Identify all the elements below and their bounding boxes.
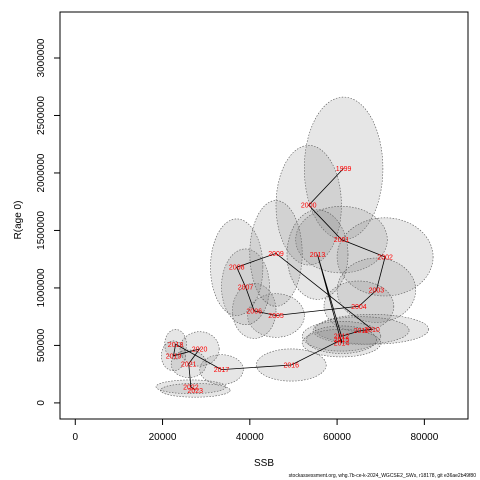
x-tick-label: 0 [72, 432, 78, 443]
point-label-2020: 2020 [192, 346, 208, 353]
point-label-2008: 2008 [229, 265, 245, 272]
y-tick-label: 2500000 [36, 96, 47, 135]
point-label-2022: 2022 [183, 384, 199, 391]
point-label-2013: 2013 [310, 252, 326, 259]
x-tick-label: 80000 [410, 432, 438, 443]
y-tick-label: 2000000 [36, 153, 47, 192]
x-axis: 0 20000 40000 60000 80000 [72, 419, 439, 443]
y-tick-label: 3000000 [36, 38, 47, 77]
point-label-2014: 2014 [334, 341, 350, 348]
point-label-2000: 2000 [301, 203, 317, 210]
point-label-2002: 2002 [377, 254, 393, 261]
footer-credit: stockassessment.org, whg.7b-ce-k-2024_WG… [288, 473, 476, 479]
year-labels: 1999 2000 2001 2002 2003 2004 2005 2006 2007 2008… [166, 166, 393, 395]
y-tick-label: 1500000 [36, 210, 47, 249]
y-tick-label: 1000000 [36, 268, 47, 307]
trajectory-line [172, 168, 386, 391]
trajectory-line-group [172, 168, 386, 391]
point-label-2006: 2006 [246, 308, 262, 315]
x-tick-label: 40000 [236, 432, 264, 443]
point-label-2023: 2023 [188, 388, 204, 395]
point-label-2001: 2001 [334, 237, 350, 244]
y-tick-label: 500000 [36, 328, 47, 362]
y-axis-label: R(age 0) [13, 201, 24, 240]
x-tick-label: 60000 [323, 432, 351, 443]
x-tick-label: 20000 [149, 432, 177, 443]
point-label-2016: 2016 [284, 363, 300, 370]
x-axis-label: SSB [254, 458, 274, 469]
point-label-2019: 2019 [166, 353, 182, 360]
point-label-2015: 2015 [334, 337, 350, 344]
point-label-2007: 2007 [238, 284, 254, 291]
point-label-2011: 2011 [354, 328, 369, 335]
point-label-2005: 2005 [268, 313, 284, 320]
point-label-2004: 2004 [351, 304, 367, 311]
plot-frame [59, 11, 469, 420]
point-label-2012: 2012 [334, 334, 350, 341]
point-label-2017: 2017 [214, 367, 230, 374]
y-tick-label: 0 [36, 400, 47, 406]
point-label-1999: 1999 [336, 166, 352, 173]
point-label-2010: 2010 [364, 327, 380, 334]
point-label-2003: 2003 [369, 288, 385, 295]
y-axis: 0 500000 1000000 1500000 2000000 2500000 30000… [36, 38, 60, 406]
point-label-2021: 2021 [181, 361, 197, 368]
point-label-2009: 2009 [268, 251, 284, 258]
point-label-2018: 2018 [168, 342, 184, 349]
